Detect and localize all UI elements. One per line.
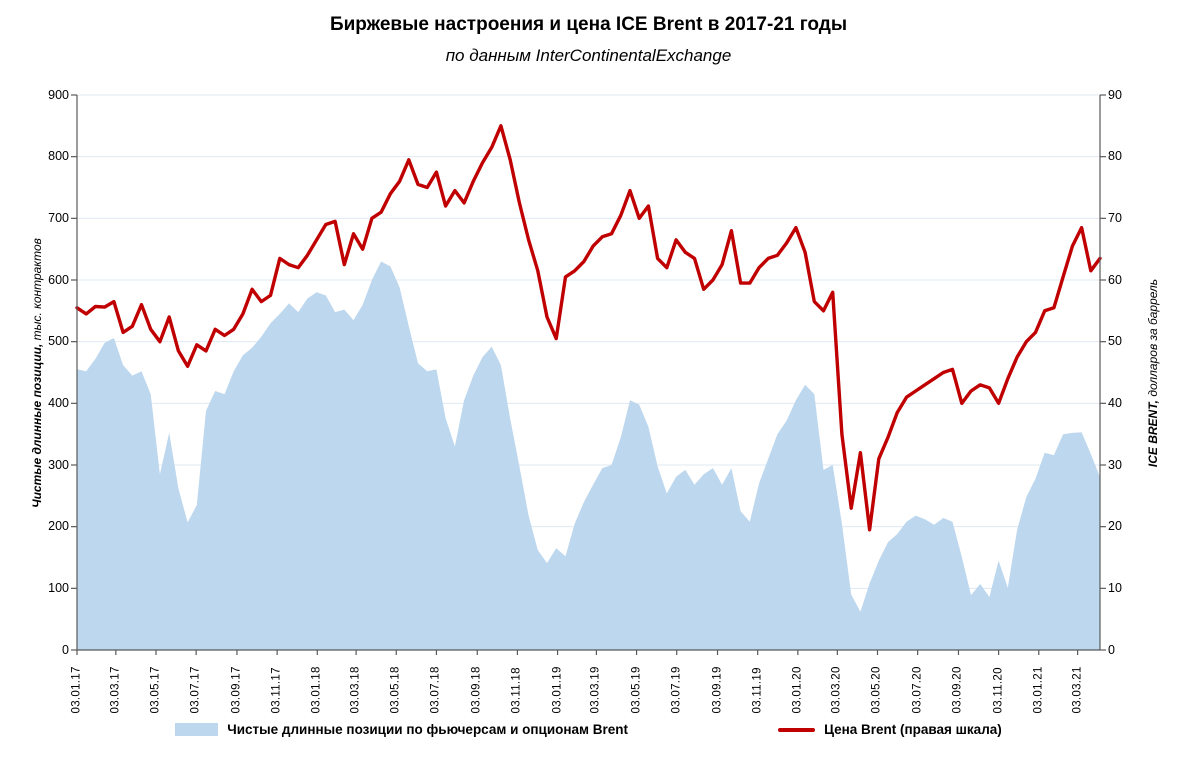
x-axis-tick-label: 03.03.19 xyxy=(589,666,602,714)
x-axis-tick-label: 03.01.19 xyxy=(551,666,564,714)
left-axis-tick-label: 0 xyxy=(62,642,69,657)
left-axis-title-bold: Чистые длинные позиции, xyxy=(30,343,44,508)
left-axis-tick-label: 800 xyxy=(48,149,69,164)
x-axis-tick-label: 03.11.17 xyxy=(270,667,283,714)
left-axis-tick-label: 900 xyxy=(48,87,69,102)
left-axis-tick-label: 300 xyxy=(48,457,69,472)
brent-price-line xyxy=(75,124,1102,532)
plot-area xyxy=(71,94,1106,655)
x-axis-tick-label: 03.03.21 xyxy=(1071,666,1084,714)
legend-label-brent-price: Цена Brent (правая шкала) xyxy=(824,722,1002,737)
x-axis-tick-label: 03.03.20 xyxy=(830,666,843,714)
x-axis-tick-label: 03.07.17 xyxy=(189,666,202,714)
x-axis-tick-label: 03.07.18 xyxy=(429,666,442,714)
chart-subtitle: по данным InterContinentalExchange xyxy=(445,46,732,65)
right-axis-tick-label: 20 xyxy=(1108,519,1122,534)
x-axis-tick-label: 03.05.20 xyxy=(870,666,883,714)
left-axis-tick-label: 400 xyxy=(48,395,69,410)
x-axis-tick-label: 03.05.19 xyxy=(630,666,643,714)
left-axis-tick-label: 100 xyxy=(48,580,69,595)
right-axis-title-rest: долларов за баррель xyxy=(1146,278,1161,400)
area-series-swatch xyxy=(175,723,219,736)
left-axis-title: Чистые длинные позиции, тыс. контрактов xyxy=(28,95,46,650)
legend-item-net-long-positions: Чистые длинные позиции по фьючерсам и оп… xyxy=(175,722,628,737)
x-axis-tick-label: 03.11.19 xyxy=(751,667,764,714)
right-axis-tick-label: 30 xyxy=(1108,457,1122,472)
x-axis-tick-label: 03.05.17 xyxy=(149,666,162,714)
x-axis-tick-label: 03.09.18 xyxy=(470,666,483,714)
left-axis-tick-label: 600 xyxy=(48,272,69,287)
legend: Чистые длинные позиции по фьючерсам и оп… xyxy=(0,722,1177,737)
right-axis-tick-label: 70 xyxy=(1108,210,1122,225)
x-axis-tick-label: 03.11.20 xyxy=(992,667,1005,714)
x-axis-tick-label: 03.11.18 xyxy=(510,667,523,714)
right-axis-tick-label: 60 xyxy=(1108,272,1122,287)
x-axis-tick-label: 03.05.18 xyxy=(389,666,402,714)
x-axis-tick-label: 03.03.18 xyxy=(349,666,362,714)
x-axis-tick-label: 03.01.20 xyxy=(791,666,804,714)
x-axis-tick-label: 03.01.17 xyxy=(70,666,83,714)
right-axis-tick-label: 0 xyxy=(1108,642,1115,657)
net-long-positions-area xyxy=(77,261,1100,650)
x-axis-tick-label: 03.09.19 xyxy=(711,666,724,714)
x-axis-tick-label: 03.09.17 xyxy=(230,666,243,714)
line-series-swatch xyxy=(778,727,816,732)
right-axis-title: ICE BRENT, долларов за баррель xyxy=(1144,95,1162,650)
x-axis-tick-label: 03.09.20 xyxy=(951,666,964,714)
x-axis-tick-label: 03.01.18 xyxy=(310,666,323,714)
left-axis-title-rest: тыс. контрактов xyxy=(30,237,44,344)
left-axis-tick-label: 700 xyxy=(48,210,69,225)
left-axis-tick-label: 200 xyxy=(48,519,69,534)
right-axis-tick-label: 10 xyxy=(1108,580,1122,595)
left-axis-tick-label: 500 xyxy=(48,334,69,349)
legend-item-brent-price: Цена Brent (правая шкала) xyxy=(778,722,1002,737)
right-axis-tick-label: 40 xyxy=(1108,395,1122,410)
x-axis-tick-label: 03.07.19 xyxy=(670,666,683,714)
x-axis-tick-label: 03.07.20 xyxy=(911,666,924,714)
right-axis-tick-label: 50 xyxy=(1108,334,1122,349)
chart-title: Биржевые настроения и цена ICE Brent в 2… xyxy=(329,14,848,35)
right-axis-tick-label: 80 xyxy=(1108,149,1122,164)
right-axis-title-bold: ICE BRENT, xyxy=(1146,399,1161,467)
right-axis-tick-label: 90 xyxy=(1108,87,1122,102)
legend-label-net-long-positions: Чистые длинные позиции по фьючерсам и оп… xyxy=(227,722,629,737)
x-axis-tick-label: 03.01.21 xyxy=(1032,666,1045,714)
x-axis-tick-label: 03.03.17 xyxy=(109,666,122,714)
